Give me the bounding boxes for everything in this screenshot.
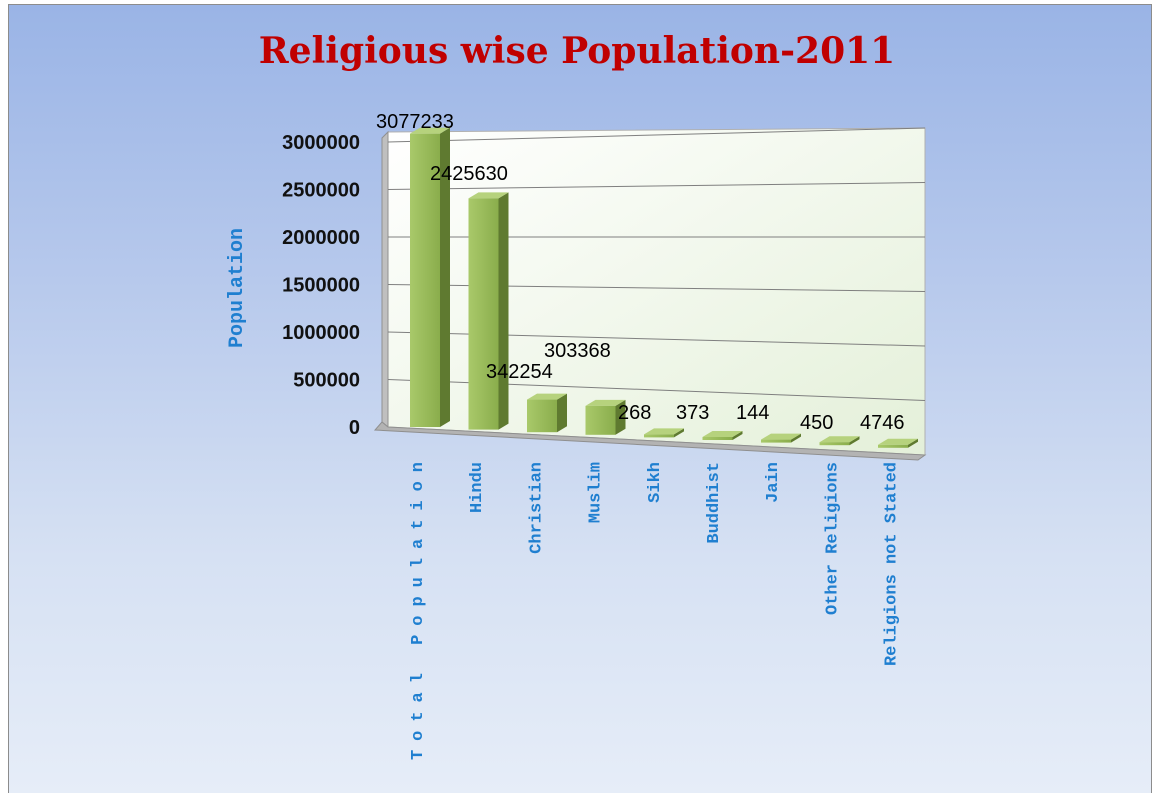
x-label-other-religions: Other Religions <box>823 462 842 615</box>
bar-religions-not-stated <box>878 438 918 448</box>
bar-other-religions <box>819 436 860 446</box>
data-label-buddhist: 373 <box>676 402 709 424</box>
y-axis-ticks: 0 500000 1000000 1500000 2000000 2500000 30000… <box>282 132 360 439</box>
bar-side <box>674 428 684 438</box>
y-axis-label: Population <box>226 228 249 348</box>
x-label-sikh: Sikh <box>646 462 665 503</box>
data-label-jain: 144 <box>736 402 769 424</box>
y-tick-2000000: 2000000 <box>282 227 360 249</box>
bar-front <box>468 198 499 430</box>
bar-sikh <box>644 428 684 438</box>
bar-top <box>761 433 801 440</box>
bar-top <box>702 431 743 437</box>
data-label-hindu: 2425630 <box>430 163 508 185</box>
bar-side <box>440 127 450 428</box>
x-label-total-population: Total Population <box>409 462 428 760</box>
bar-front <box>702 437 733 440</box>
chart-title: Religious wise Population-2011 <box>258 30 896 72</box>
bar-top <box>585 399 626 406</box>
y-tick-2500000: 2500000 <box>282 180 360 202</box>
gridline-2500000 <box>387 182 926 190</box>
bars <box>410 127 918 448</box>
bar-muslim <box>585 399 626 435</box>
bar-front <box>527 399 557 433</box>
bar-side <box>908 438 918 448</box>
bar-top <box>527 393 567 400</box>
x-label-religions-not-stated: Religions not Stated <box>883 462 902 666</box>
y-tick-0: 0 <box>349 417 360 439</box>
x-label-hindu: Hindu <box>468 462 487 513</box>
bar-front <box>585 405 616 435</box>
y-tick-1000000: 1000000 <box>282 322 360 344</box>
bar-side <box>557 393 567 433</box>
data-label-muslim: 303368 <box>544 340 611 362</box>
x-label-muslim: Muslim <box>587 462 606 523</box>
x-label-christian: Christian <box>527 462 546 554</box>
bar-front <box>410 133 440 427</box>
bar-front <box>819 442 850 446</box>
gridline-3000000 <box>387 127 926 143</box>
bar-front <box>761 439 791 443</box>
side-wall <box>381 130 389 429</box>
bar-jain <box>761 433 801 443</box>
x-axis-labels: Total Population Hindu Christian Muslim Sikh… <box>409 462 902 760</box>
y-tick-3000000: 3000000 <box>282 132 360 154</box>
bar-side <box>498 192 509 430</box>
data-label-other-religions: 450 <box>800 412 833 434</box>
bar-buddhist <box>702 431 743 440</box>
bar-side <box>615 399 626 435</box>
bar-hindu <box>468 192 509 430</box>
bar-total-population <box>410 127 450 428</box>
data-label-religions-not-stated: 4746 <box>860 412 905 434</box>
floor <box>373 421 927 461</box>
data-label-total-population: 3077233 <box>376 111 454 133</box>
bar-top <box>468 192 509 199</box>
y-tick-500000: 500000 <box>293 370 360 392</box>
bar-front <box>878 444 908 448</box>
bar-front <box>644 434 674 438</box>
bar-top <box>644 428 684 435</box>
data-label-sikh: 268 <box>618 402 651 424</box>
bar-christian <box>527 393 567 433</box>
bar-top <box>878 438 918 445</box>
y-tick-1500000: 1500000 <box>282 275 360 297</box>
data-label-christian: 342254 <box>486 361 553 383</box>
bar-side <box>791 433 801 443</box>
bar-top <box>819 436 860 443</box>
bar-side <box>732 431 743 440</box>
x-label-jain: Jain <box>764 462 783 503</box>
x-label-buddhist: Buddhist <box>705 462 724 544</box>
chart-walls <box>373 127 927 461</box>
bar-side <box>849 436 860 446</box>
bar-top <box>410 127 450 134</box>
